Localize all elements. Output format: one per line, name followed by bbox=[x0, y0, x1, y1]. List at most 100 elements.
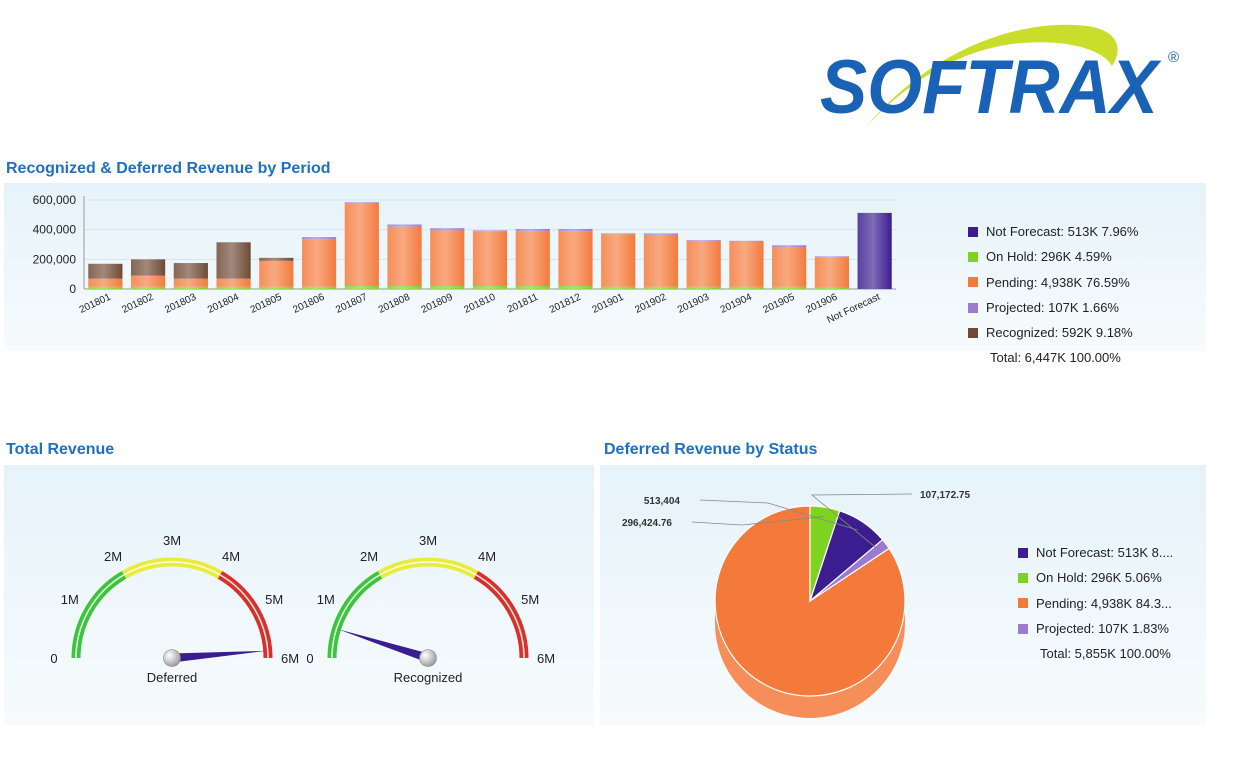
bar-segment-recognized-201801 bbox=[88, 263, 123, 279]
bar-segment-pending-201812 bbox=[558, 231, 593, 287]
bar-segment-not-forecast-not-forecast bbox=[857, 212, 892, 289]
legend-label: Pending: 4,938K 76.59% bbox=[986, 274, 1130, 290]
bar-segment-on-hold-201905 bbox=[772, 286, 807, 289]
bar-legend-item-not-forecast: Not Forecast: 513K 7.96% bbox=[968, 219, 1138, 244]
x-tick-label: 201905 bbox=[762, 292, 797, 316]
gauge-deferred: 0 1M 2M 3M 4M 5M 6M Deferred bbox=[50, 533, 299, 685]
x-tick-label: 201806 bbox=[291, 292, 326, 316]
bar-segment-projected-201905 bbox=[772, 245, 807, 248]
bar-segment-pending-201808 bbox=[387, 226, 422, 287]
gauge-needle bbox=[171, 650, 266, 663]
logo-swoosh bbox=[867, 24, 1118, 126]
bar-segment-projected-201808 bbox=[387, 224, 422, 227]
bar-segment-projected-201902 bbox=[643, 233, 679, 235]
bar-segment-recognized-201803 bbox=[173, 263, 208, 279]
pie-chart-legend: Not Forecast: 513K 8.... On Hold: 296K 5.… bbox=[1018, 540, 1173, 665]
gauge-tick-label: 1M bbox=[317, 592, 335, 607]
pie-data-label: 513,404 bbox=[644, 496, 681, 507]
gauge-hub bbox=[163, 649, 181, 667]
gauge-tick-label: 1M bbox=[61, 592, 79, 607]
gauge-tick-label: 6M bbox=[281, 651, 299, 666]
logo-registered-mark: ® bbox=[1168, 49, 1179, 66]
bar-segment-projected-201901 bbox=[601, 233, 636, 235]
bar-segment-on-hold-201802 bbox=[131, 286, 166, 289]
gauge-tick-label: 3M bbox=[163, 533, 181, 548]
pie-legend-item-projected: Projected: 107K 1.83% bbox=[1018, 616, 1173, 641]
x-tick-label: 201804 bbox=[206, 292, 241, 316]
legend-label: On Hold: 296K 4.59% bbox=[986, 249, 1112, 265]
x-tick-label: 201808 bbox=[377, 292, 412, 316]
bar-segment-pending-201809 bbox=[430, 230, 465, 287]
pie-legend-total: Total: 5,855K 100.00% bbox=[1040, 645, 1171, 661]
bar-segment-pending-201801 bbox=[88, 278, 123, 287]
bar-segment-recognized-201805 bbox=[259, 257, 294, 261]
legend-swatch bbox=[1018, 547, 1028, 558]
bar-segment-on-hold-201801 bbox=[88, 286, 123, 289]
gauge-label: Recognized bbox=[394, 670, 463, 685]
legend-label: Projected: 107K 1.66% bbox=[986, 300, 1119, 316]
bar-segment-on-hold-201803 bbox=[173, 286, 208, 289]
pie-label-leader bbox=[691, 516, 824, 526]
pie-label-leader bbox=[810, 493, 913, 550]
bar-legend-item-pending: Pending: 4,938K 76.59% bbox=[968, 270, 1138, 295]
bar-segment-pending-201803 bbox=[173, 278, 208, 287]
legend-swatch bbox=[968, 327, 978, 338]
bar-legend-item-recognized: Recognized: 592K 9.18% bbox=[968, 320, 1138, 345]
pie-slice-projected bbox=[809, 538, 890, 602]
gauge-chart: 0 1M 2M 3M 4M 5M 6M Deferred 0 1M 2M 3M 4M 5M 6M Recogn… bbox=[50, 533, 555, 685]
x-tick-label: 201812 bbox=[548, 292, 583, 316]
legend-swatch bbox=[1018, 572, 1028, 583]
bar-legend-item-projected: Projected: 107K 1.66% bbox=[968, 295, 1138, 320]
gauge-band-2 bbox=[473, 570, 529, 659]
bar-segment-on-hold-201812 bbox=[558, 286, 593, 289]
gauge-hub bbox=[419, 649, 437, 667]
bar-segment-pending-201904 bbox=[729, 241, 764, 287]
legend-swatch bbox=[968, 226, 978, 237]
bar-segment-on-hold-201903 bbox=[686, 286, 721, 289]
gauge-tick-label: 0 bbox=[306, 651, 313, 666]
legend-label: Projected: 107K 1.83% bbox=[1036, 621, 1169, 637]
legend-swatch bbox=[968, 277, 978, 288]
pie-label-leader bbox=[699, 499, 858, 531]
y-tick-label: 0 bbox=[69, 282, 76, 296]
x-tick-label: 201801 bbox=[78, 292, 113, 316]
bar-segment-recognized-201802 bbox=[131, 259, 166, 276]
bar-segment-projected-201906 bbox=[814, 256, 849, 258]
bar-chart-legend: Not Forecast: 513K 7.96% On Hold: 296K 4.… bbox=[968, 219, 1138, 369]
gauge-tick-label: 2M bbox=[360, 549, 378, 564]
legend-label: Not Forecast: 513K 7.96% bbox=[986, 224, 1139, 240]
x-tick-label: 201810 bbox=[462, 292, 497, 316]
bar-segment-pending-201902 bbox=[643, 234, 679, 287]
x-tick-label: 201811 bbox=[506, 292, 541, 316]
bar-segment-pending-201804 bbox=[216, 278, 251, 287]
gauge-needle bbox=[338, 629, 430, 663]
bar-segment-pending-201807 bbox=[344, 202, 379, 287]
bar-segment-on-hold-201904 bbox=[729, 286, 764, 289]
gauge-band-highlight bbox=[379, 561, 477, 576]
y-tick-label: 200,000 bbox=[33, 252, 77, 266]
bar-segment-projected-201807 bbox=[344, 202, 379, 203]
bar-segment-on-hold-201808 bbox=[387, 286, 422, 289]
gauge-band-highlight bbox=[123, 561, 221, 576]
gauge-tick-label: 4M bbox=[222, 549, 240, 564]
bar-segment-projected-201903 bbox=[686, 240, 721, 241]
legend-label: On Hold: 296K 5.06% bbox=[1036, 570, 1162, 586]
bar-segment-on-hold-201806 bbox=[301, 286, 337, 289]
logo-text: SOFTRAX bbox=[820, 45, 1162, 130]
bar-segment-pending-201901 bbox=[601, 234, 636, 287]
gauge-band-highlight bbox=[475, 574, 525, 659]
gauge-tick-label: 3M bbox=[419, 533, 437, 548]
gauge-tick-label: 6M bbox=[537, 651, 555, 666]
bar-segment-pending-201810 bbox=[472, 231, 508, 287]
pie-chart: 296,424.76 513,404 107,172.75 bbox=[622, 490, 970, 718]
x-tick-label: 201807 bbox=[334, 292, 369, 316]
legend-swatch bbox=[968, 251, 978, 262]
bar-segment-pending-201903 bbox=[686, 240, 721, 287]
pie-legend-item-on-hold: On Hold: 296K 5.06% bbox=[1018, 565, 1173, 590]
gauge-recognized: 0 1M 2M 3M 4M 5M 6M Recognized bbox=[306, 533, 555, 685]
bar-legend-item-on-hold: On Hold: 296K 4.59% bbox=[968, 244, 1138, 269]
bar-segment-on-hold-201804 bbox=[216, 286, 251, 289]
x-tick-label: 201904 bbox=[719, 292, 754, 316]
x-tick-label: 201901 bbox=[591, 292, 626, 316]
